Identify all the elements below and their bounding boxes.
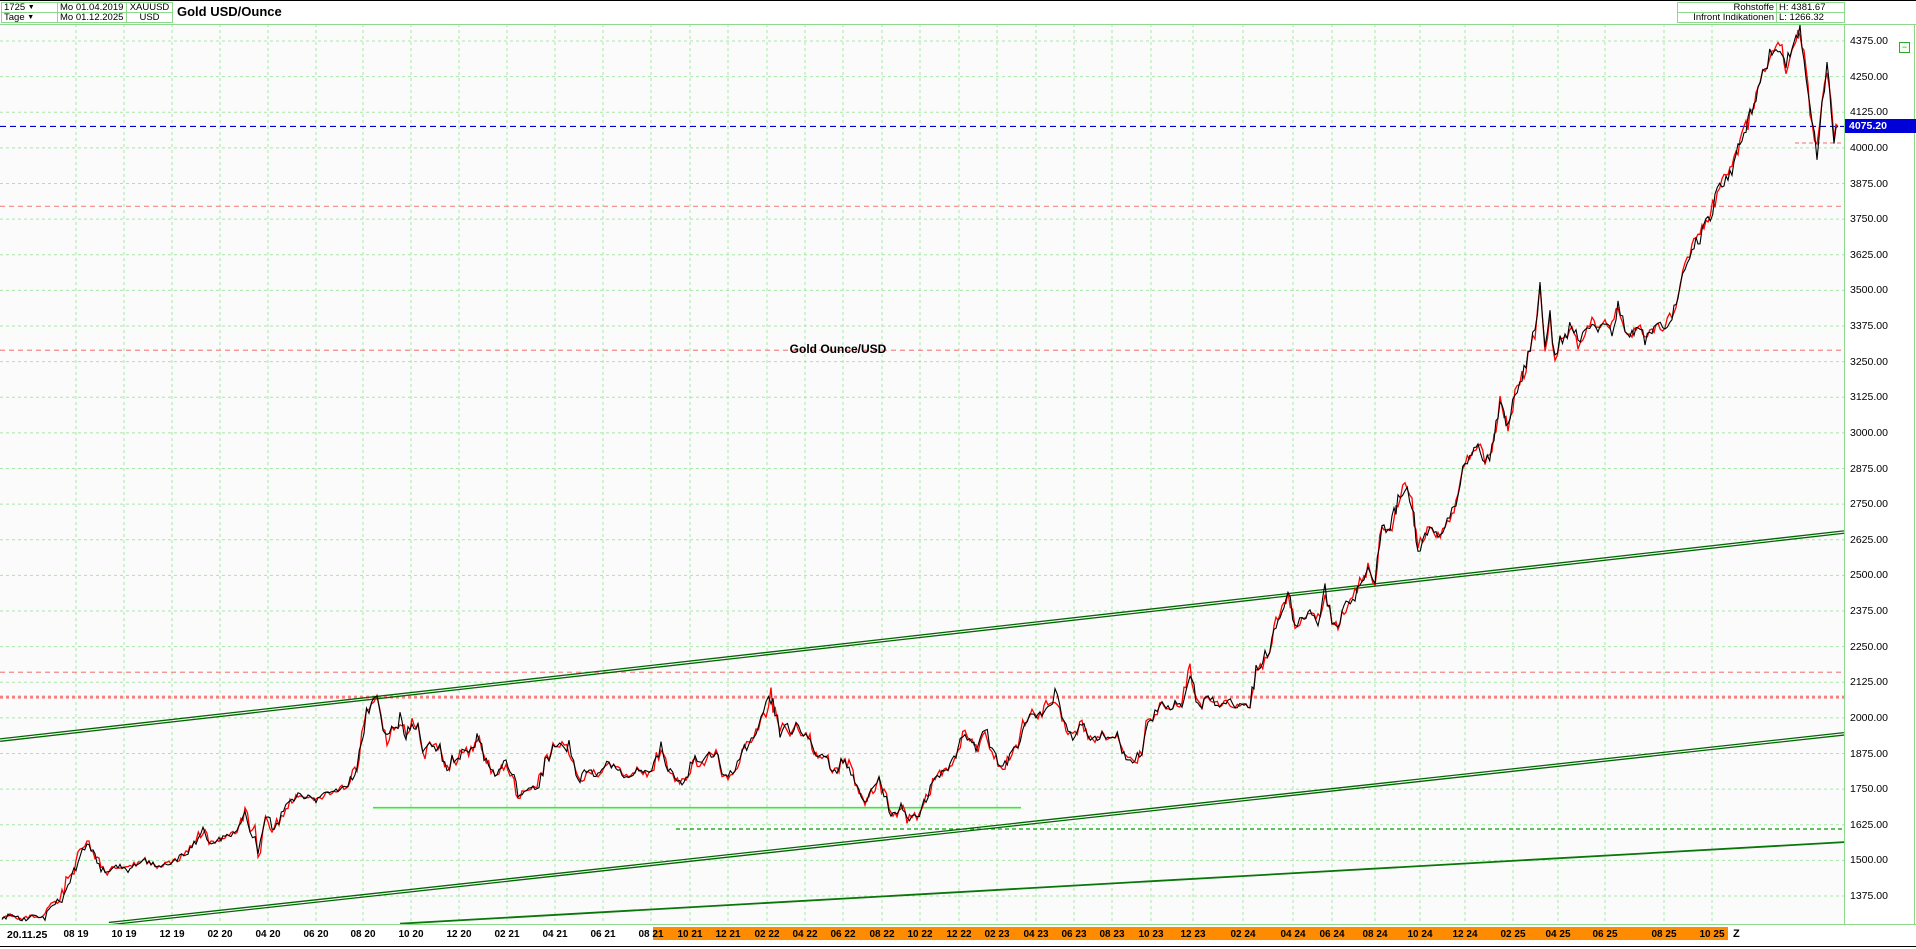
time-tick-label: 04 20 [255,929,281,940]
time-tick-label: 12 24 [1452,929,1478,940]
time-tick-label: 06 25 [1592,929,1618,940]
price-tick-label: 1750.00 [1850,783,1888,796]
collapse-pane-button[interactable]: − [1899,42,1910,53]
price-tick-label: 2750.00 [1850,498,1888,511]
price-tick-label: 2500.00 [1850,569,1888,582]
chevron-down-icon: ▼ [27,4,35,11]
session-highlight-band [653,927,1728,940]
window-bottom-border [0,946,1916,947]
price-tick-label: 3875.00 [1850,177,1888,190]
low-value: L: 1266.32 [1776,12,1845,23]
price-tick-label: 2000.00 [1850,711,1888,724]
time-tick-label: 04 24 [1280,929,1306,940]
time-tick-label: 10 21 [677,929,703,940]
time-tick-label: 02 23 [984,929,1010,940]
time-tick-label: 04 22 [792,929,818,940]
price-tick-label: 1500.00 [1850,854,1888,867]
price-tick-label: 2375.00 [1850,605,1888,617]
time-tick-label: 10 22 [907,929,933,940]
price-tick-label: 1875.00 [1850,747,1888,760]
chevron-down-icon: ▼ [27,14,35,21]
price-series-up-bars [1,24,1839,922]
time-tick-label: 08 23 [1099,929,1125,940]
time-tick-label: 06 21 [590,929,616,940]
chart-annotation: Gold Ounce/USD [789,342,887,356]
time-tick-label: 08 20 [350,929,376,940]
time-tick-label: 08 25 [1651,929,1677,940]
price-tick-label: 2250.00 [1850,640,1888,653]
price-axis-border [1844,24,1845,924]
time-tick-label: 12 21 [715,929,741,940]
time-axis-border [0,924,1916,925]
date-to-field[interactable]: Mo 01.12.2025 [57,12,127,23]
time-tick-label: 04 23 [1023,929,1049,940]
window-right-border [1914,24,1915,924]
time-tick-label: 10 19 [111,929,137,940]
price-tick-label: 1625.00 [1850,818,1888,831]
period-value: 1725 [4,2,26,13]
price-tick-label: 3500.00 [1850,284,1888,297]
price-tick-label: 4250.00 [1850,70,1888,83]
current-price-badge: 4075.20 [1845,119,1916,134]
timeframe-dropdown[interactable]: Tage ▼ [1,12,58,23]
upper-channel-line[interactable] [0,530,1844,742]
price-tick-label: 2875.00 [1850,462,1888,475]
time-tick-label: 12 20 [446,929,472,940]
time-tick-label: 06 23 [1061,929,1087,940]
time-tick-label: 08 22 [869,929,895,940]
time-tick-label: 06 24 [1319,929,1345,940]
currency-label: USD [126,12,173,23]
time-tick-label: 06 22 [830,929,856,940]
time-tick-label: 02 20 [207,929,233,940]
time-tick-label: 02 21 [494,929,520,940]
time-tick-label: 08 24 [1362,929,1388,940]
time-tick-label: 08 21 [638,929,664,940]
price-tick-label: 3375.00 [1850,320,1888,332]
price-tick-label: 1375.00 [1850,890,1888,902]
price-tick-label: 2625.00 [1850,533,1888,546]
primary-uptrend-line[interactable] [108,731,1844,925]
price-tick-label: 2125.00 [1850,676,1888,689]
price-tick-label: 3000.00 [1850,426,1888,439]
time-tick-label: 12 19 [159,929,185,940]
time-tick-label: 10 23 [1138,929,1164,940]
time-tick-label: 08 19 [63,929,89,940]
header-divider [0,24,1916,25]
time-tick-label: 10 20 [398,929,424,940]
plot-background [0,24,1844,924]
price-tick-label: 4125.00 [1850,106,1888,119]
chart-title: Gold USD/Ounce [177,4,282,19]
time-tick-label: 02 22 [754,929,780,940]
time-tick-label: 12 23 [1180,929,1206,940]
price-tick-label: 3125.00 [1850,391,1888,404]
time-tick-label: 04 21 [542,929,568,940]
time-tick-label: 10 25 [1699,929,1725,940]
z-end-marker[interactable]: Z [1733,928,1740,940]
time-tick-label: 04 25 [1545,929,1571,940]
time-tick-label: 10 24 [1407,929,1433,940]
timeframe-value: Tage [4,12,25,23]
price-tick-label: 3625.00 [1850,248,1888,261]
price-tick-label: 4000.00 [1850,141,1888,154]
price-tick-label: 4375.00 [1850,35,1888,47]
secondary-uptrend-line[interactable] [399,841,1844,924]
time-tick-label: 02 25 [1500,929,1526,940]
price-tick-label: 3250.00 [1850,355,1888,368]
price-tick-label: 3750.00 [1850,213,1888,226]
feed-provider: Infront Indikationen [1677,12,1777,23]
time-tick-label: 02 24 [1230,929,1256,940]
last-date-label: 20.11.25 [7,929,48,941]
time-tick-label: 06 20 [303,929,329,940]
time-tick-label: 12 22 [946,929,972,940]
